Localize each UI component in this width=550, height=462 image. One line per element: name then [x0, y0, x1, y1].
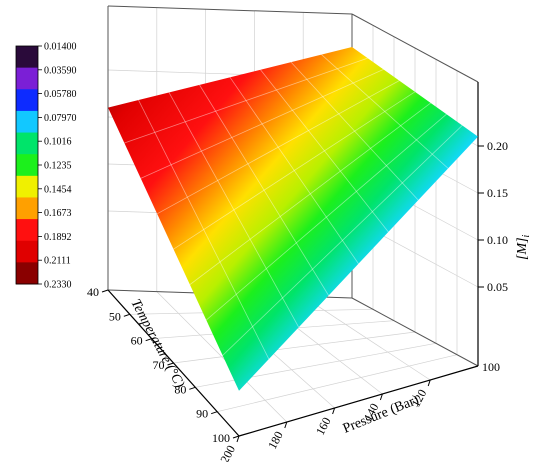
surface-mesh-u-6	[168, 92, 300, 328]
pressure-tick-mark-120	[427, 379, 431, 387]
temperature-tick-60: 60	[131, 334, 143, 348]
surface-mesh-w-2	[140, 69, 384, 179]
pressure-axis-line	[238, 365, 479, 437]
colorbar-label-5: 0.1016	[44, 137, 72, 148]
pressure-tick-mark-200	[236, 435, 240, 443]
pressure-tick-mark-160	[332, 407, 336, 415]
value-axis-title-main: [M]	[515, 237, 530, 260]
colorbar: 0.01400 0.03590 0.05780 0.07970 0.1016 0.1235…	[15, 42, 77, 291]
surface-mesh-w-3	[156, 80, 400, 215]
colorbar-band-11	[16, 262, 38, 285]
colorbar-label-8: 0.1673	[44, 208, 72, 219]
temperature-tick-mark-50	[123, 313, 130, 317]
temperature-tick-mark-90	[211, 411, 218, 415]
temperature-tick-80: 80	[174, 382, 186, 396]
frame-edge-7	[351, 297, 479, 367]
surface-mesh-w-4	[173, 91, 416, 250]
surface-mesh-w-1	[124, 57, 368, 144]
pressure-tick-end: 100	[482, 360, 500, 374]
surface-mesh-u-2	[290, 61, 419, 201]
temperature-tick-mark-100	[232, 435, 240, 439]
grid-temperature-floor-90	[217, 354, 458, 413]
temperature-tick-mark-70	[167, 362, 174, 366]
frame-edge-4	[107, 5, 353, 15]
colorbar-band-4	[16, 110, 38, 134]
colorbar-band-8	[16, 197, 38, 220]
colorbar-band-2	[16, 67, 38, 90]
surface-mesh-u-3	[260, 69, 389, 233]
colorbar-label-10: 0.2111	[44, 256, 71, 267]
colorbar-band-7	[16, 175, 38, 198]
pressure-tick-mark-180	[284, 421, 288, 429]
temperature-tick-100: 100	[212, 431, 230, 445]
value-tick-0.15: 0.15	[487, 186, 508, 200]
value-axis-title-subscript: i	[521, 234, 532, 237]
colorbar-band-6	[16, 154, 38, 177]
surface-patch	[108, 47, 478, 391]
temperature-tick-90: 90	[196, 407, 208, 421]
temperature-tick-40: 40	[87, 285, 99, 299]
surface-mesh-u-1	[321, 54, 449, 169]
colorbar-band-5	[16, 132, 38, 155]
value-axis-title: [M]i	[515, 234, 532, 260]
pressure-tick-180: 180	[265, 429, 286, 451]
temperature-tick-mark-40	[101, 289, 109, 293]
frame-edge-5	[351, 13, 479, 83]
surface-mesh-u-5	[199, 84, 329, 296]
surface-mesh-w-5	[189, 102, 431, 285]
colorbar-label-11: 0.2330	[44, 280, 72, 291]
surface-layer	[108, 47, 478, 391]
grid-temperature-floor-70	[173, 331, 416, 364]
colorbar-band-10	[16, 240, 38, 263]
colorbar-label-3: 0.05780	[44, 89, 77, 100]
colorbar-band-3	[16, 89, 38, 112]
value-tick-0.10: 0.10	[487, 233, 508, 247]
value-tick-0.20: 0.20	[487, 139, 508, 153]
colorbar-band-1	[16, 46, 38, 69]
colorbar-label-9: 0.1892	[44, 232, 72, 243]
value-tick-0.05: 0.05	[487, 280, 508, 294]
pressure-tick-200: 200	[217, 443, 238, 462]
temperature-tick-50: 50	[109, 309, 121, 323]
surface-mesh-u-7	[138, 99, 270, 360]
colorbar-label-4: 0.07970	[44, 113, 77, 124]
surface-mesh-u-4	[229, 77, 359, 264]
colorbar-label-7: 0.1454	[44, 184, 72, 195]
temperature-tick-70: 70	[153, 358, 165, 372]
surface-mesh-w-7	[222, 125, 463, 356]
colorbar-label-6: 0.1235	[44, 161, 72, 172]
colorbar-label-2: 0.03590	[44, 65, 77, 76]
pressure-tick-160: 160	[313, 415, 334, 437]
temperature-tick-mark-60	[145, 338, 152, 342]
pressure-tick-mark-140	[379, 393, 383, 401]
colorbar-label-1: 0.01400	[44, 42, 77, 53]
temperature-tick-mark-80	[189, 386, 196, 390]
colorbar-band-9	[16, 219, 38, 242]
surface-mesh-w-6	[205, 113, 447, 321]
